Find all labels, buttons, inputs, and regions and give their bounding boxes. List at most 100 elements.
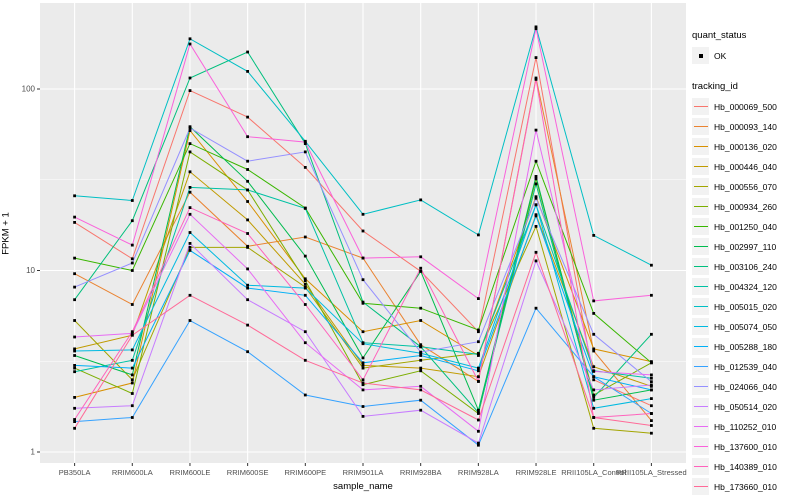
data-point <box>188 129 192 132</box>
x-tick-label: RRIM600LA <box>112 468 153 477</box>
data-point <box>130 330 134 334</box>
series-color-line-icon <box>693 406 708 408</box>
legend-item-quant-ok: OK <box>692 47 798 64</box>
data-point <box>592 426 596 430</box>
data-point <box>303 393 307 397</box>
data-point <box>592 349 596 353</box>
data-point <box>592 398 596 402</box>
series-color-line-icon <box>693 466 708 468</box>
data-point <box>130 257 134 261</box>
data-point <box>188 249 192 252</box>
data-point <box>246 323 249 327</box>
data-point <box>361 342 365 346</box>
data-point <box>303 341 307 345</box>
data-point <box>188 231 192 234</box>
data-point <box>477 375 480 379</box>
data-point <box>303 293 307 297</box>
data-point <box>592 312 596 315</box>
data-point <box>188 76 192 80</box>
series-color-line-icon <box>693 266 708 268</box>
data-point <box>477 353 480 356</box>
data-point <box>130 303 134 306</box>
data-point <box>650 263 653 267</box>
data-point <box>361 378 365 382</box>
legend-item-label: Hb_000446_040 <box>714 161 777 172</box>
series-color-line-icon <box>693 326 708 328</box>
data-point <box>188 170 192 174</box>
data-point <box>303 330 307 334</box>
legend-key-box <box>692 418 709 435</box>
legend-item-Hb_000136_020: Hb_000136_020 <box>692 138 798 155</box>
legend-item-label: Hb_000136_020 <box>714 141 777 152</box>
data-point <box>303 142 307 145</box>
series-color-line-icon <box>693 226 708 228</box>
legend-item-Hb_137600_010: Hb_137600_010 <box>692 438 798 455</box>
data-point <box>419 345 423 349</box>
data-point <box>592 370 596 373</box>
legend-item-label: Hb_000556_070 <box>714 181 777 192</box>
series-color-line-icon <box>693 446 708 448</box>
legend-item-Hb_050514_020: Hb_050514_020 <box>692 398 798 415</box>
legend-title-quant-status: quant_status <box>692 30 747 41</box>
data-point <box>419 343 423 347</box>
legend-key-box <box>692 478 709 495</box>
series-color-line-icon <box>693 186 708 188</box>
data-point <box>303 140 307 144</box>
data-point <box>188 212 192 216</box>
data-point <box>361 383 365 387</box>
data-point <box>650 361 653 365</box>
legend-item-label: Hb_173660_010 <box>714 481 777 492</box>
data-point <box>592 299 596 303</box>
legend-item-Hb_012539_040: Hb_012539_040 <box>692 358 798 375</box>
data-point <box>650 419 653 422</box>
data-point <box>592 388 596 392</box>
data-point <box>650 380 653 384</box>
data-point <box>592 378 596 382</box>
data-point <box>361 405 365 408</box>
data-point <box>130 392 134 395</box>
data-point <box>246 246 249 249</box>
legend-key-box <box>692 438 709 455</box>
data-point <box>592 365 596 369</box>
y-tick-label: 10 <box>26 266 35 275</box>
x-tick-label: RRIM928LE <box>516 468 557 477</box>
data-point <box>303 254 307 258</box>
data-point <box>73 335 76 339</box>
data-point <box>73 298 76 302</box>
data-point <box>246 350 249 354</box>
x-tick-label: RRIM901LA <box>343 468 384 477</box>
data-point <box>592 332 596 336</box>
data-point <box>188 206 192 209</box>
data-point <box>130 199 134 202</box>
data-point <box>73 420 76 423</box>
data-point <box>130 332 134 335</box>
series-color-line-icon <box>693 166 708 168</box>
x-tick-label: RRIM600LE <box>170 468 211 477</box>
data-point <box>650 412 653 415</box>
data-point <box>534 27 538 31</box>
data-point <box>477 380 480 383</box>
legend-item-Hb_000446_040: Hb_000446_040 <box>692 158 798 175</box>
data-point <box>419 366 423 370</box>
data-point <box>477 328 480 332</box>
x-tick-label: PB350LA <box>59 468 91 477</box>
data-point <box>303 279 307 282</box>
legend: quant_status OK tracking_id Hb_000069_50… <box>692 30 798 498</box>
data-point <box>361 229 365 233</box>
data-point <box>650 293 653 297</box>
legend-item-Hb_005074_050: Hb_005074_050 <box>692 318 798 335</box>
data-point <box>361 212 365 216</box>
legend-key-box <box>692 198 709 215</box>
x-tick-label: RRII105LA_Control <box>561 468 626 477</box>
data-point <box>419 388 423 392</box>
legend-key-box <box>692 398 709 415</box>
legend-item-Hb_005015_020: Hb_005015_020 <box>692 298 798 315</box>
data-point <box>73 349 76 353</box>
data-point <box>477 443 480 447</box>
legend-key-box <box>692 298 709 315</box>
legend-key-box <box>692 218 709 235</box>
data-point <box>592 347 596 351</box>
data-point <box>303 150 307 154</box>
